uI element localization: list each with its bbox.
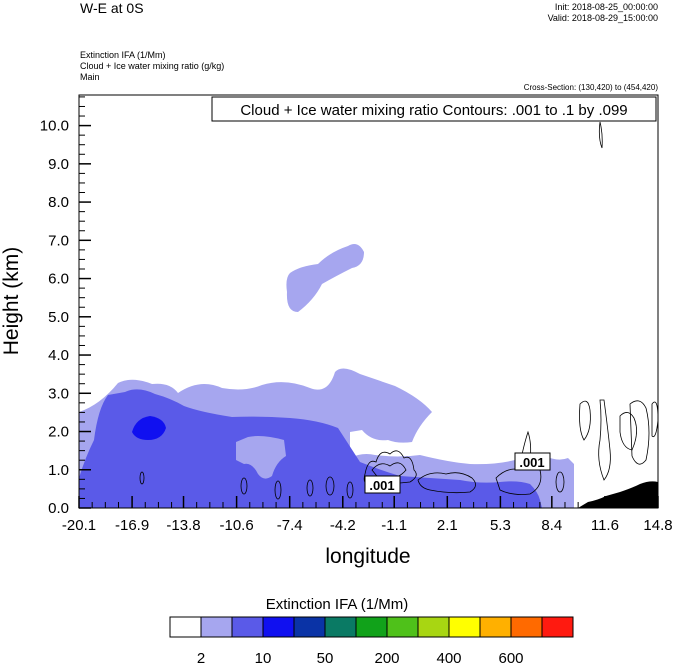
field-label-mixing-ratio: Cloud + Ice water mixing ratio (g/kg) xyxy=(80,61,225,71)
field-label-extinction: Extinction IFA (1/Mm) xyxy=(80,50,166,60)
y-tick-label: 10.0 xyxy=(40,118,69,135)
colorbar-swatch xyxy=(448,616,481,638)
colorbar-label: Extinction IFA (1/Mm) xyxy=(265,596,409,613)
svg-text:.001: .001 xyxy=(369,478,394,493)
colorbar-swatch xyxy=(541,616,574,638)
colorbar-tick-label: 200 xyxy=(374,650,399,667)
y-tick-label: 2.0 xyxy=(48,424,69,441)
colorbar-swatch xyxy=(231,616,264,638)
plot-area xyxy=(79,121,658,508)
colorbar-swatch xyxy=(510,616,543,638)
chart-title: W-E at 0S xyxy=(80,0,144,16)
x-tick-label: 8.4 xyxy=(541,517,562,534)
x-tick-label: -10.6 xyxy=(220,517,254,534)
colorbar-swatch xyxy=(262,616,295,638)
extinction-core xyxy=(132,416,166,440)
terrain xyxy=(578,481,658,508)
x-tick-label: -7.4 xyxy=(277,517,303,534)
colorbar-tick-label: 2 xyxy=(197,650,205,667)
y-tick-label: 7.0 xyxy=(48,232,69,249)
contour-legend-text: Cloud + Ice water mixing ratio Contours:… xyxy=(240,102,627,119)
colorbar-swatch xyxy=(169,616,202,638)
y-tick-label: 0.0 xyxy=(48,500,69,517)
cross-section-label: Cross-Section: (130,420) to (454,420) xyxy=(523,83,658,92)
y-tick-label: 9.0 xyxy=(48,156,69,173)
colorbar-tick-label: 600 xyxy=(498,650,523,667)
y-tick-label: 6.0 xyxy=(48,271,69,288)
x-tick-label: 2.1 xyxy=(437,517,458,534)
colorbar-swatch xyxy=(324,616,357,638)
svg-text:.001: .001 xyxy=(519,455,544,470)
colorbar-swatch xyxy=(386,616,419,638)
contour-label-1: .001 xyxy=(364,475,401,494)
y-tick-label: 1.0 xyxy=(48,462,69,479)
x-tick-label: 14.8 xyxy=(643,517,672,534)
colorbar-swatch xyxy=(355,616,388,638)
colorbar-tick-label: 400 xyxy=(436,650,461,667)
contour-label-2: .001 xyxy=(514,452,551,471)
init-time: Init: 2018-08-25_00:00:00 xyxy=(554,2,658,12)
extinction-upper-cloud xyxy=(286,244,364,312)
y-tick-label: 8.0 xyxy=(48,194,69,211)
x-axis: -20.1 -16.9 -13.8 -10.6 -7.4 -4.2 -1.1 2.1 5.3 8.… xyxy=(62,496,673,534)
x-tick-label: 5.3 xyxy=(490,517,511,534)
x-tick-label: -20.1 xyxy=(62,517,96,534)
x-tick-label: -16.9 xyxy=(115,517,149,534)
colorbar-tick-label: 10 xyxy=(255,650,272,667)
valid-time: Valid: 2018-08-29_15:00:00 xyxy=(547,13,658,23)
x-axis-label: longitude xyxy=(325,545,410,568)
colorbar-tick-label: 50 xyxy=(317,650,334,667)
contour-legend: Cloud + Ice water mixing ratio Contours:… xyxy=(211,96,657,122)
y-axis-label: Height (km) xyxy=(0,247,23,356)
extinction-mid-region xyxy=(79,389,542,508)
x-tick-label: -4.2 xyxy=(330,517,356,534)
colorbar-swatch xyxy=(417,616,450,638)
x-tick-label: 11.6 xyxy=(591,517,619,534)
colorbar-swatch xyxy=(479,616,512,638)
x-tick-label: -13.8 xyxy=(166,517,200,534)
colorbar-swatch xyxy=(293,616,326,638)
colorbar-swatch xyxy=(200,616,233,638)
extinction-light-pocket xyxy=(236,436,286,479)
y-axis: 0.0 1.0 2.0 3.0 4.0 5.0 6.0 7.0 8.0 9.0 10.0 xyxy=(40,96,91,517)
y-tick-label: 3.0 xyxy=(48,385,69,402)
plot-frame xyxy=(78,94,659,509)
y-tick-label: 5.0 xyxy=(48,309,69,326)
field-label-main: Main xyxy=(80,72,100,82)
colorbar: 2 10 50 200 400 600 xyxy=(169,616,574,667)
x-tick-label: -1.1 xyxy=(381,517,407,534)
y-tick-label: 4.0 xyxy=(48,347,69,364)
